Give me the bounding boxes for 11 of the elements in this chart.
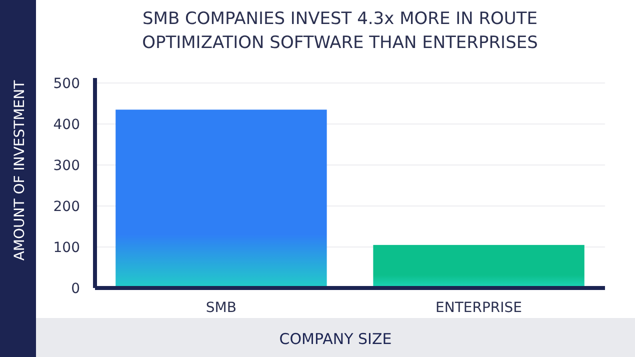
y-tick-label: 500 <box>53 76 80 92</box>
y-tick-label: 300 <box>53 158 80 174</box>
x-tick-label: SMB <box>206 300 236 316</box>
chart-title: SMB COMPANIES INVEST 4.3x MORE IN ROUTE OPTIMIZATION SOFTWARE THAN ENTERPRISES <box>142 9 538 53</box>
y-tick-label: 200 <box>53 198 80 215</box>
y-tick-label: 400 <box>53 116 80 133</box>
x-axis-title: COMPANY SIZE <box>279 330 392 348</box>
x-tick-label: ENTERPRISE <box>436 300 522 316</box>
y-axis-title: AMOUNT OF INVESTMENT <box>12 80 28 261</box>
y-tick-label: 0 <box>71 280 80 297</box>
y-tick-label: 100 <box>53 240 80 256</box>
